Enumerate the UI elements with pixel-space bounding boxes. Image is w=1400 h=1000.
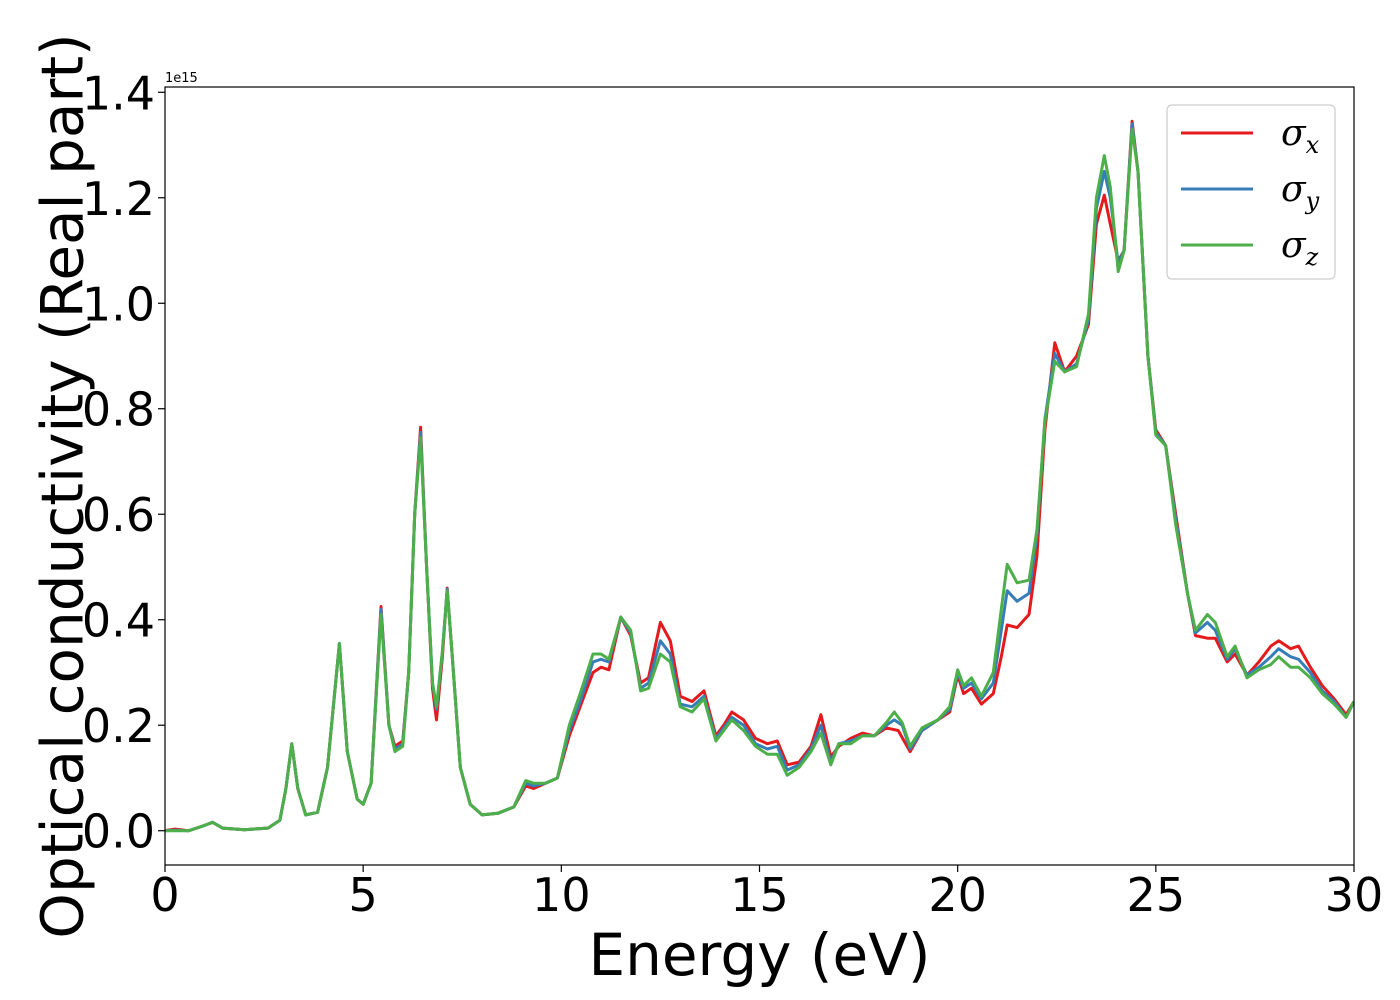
x-tick-label: 30 (1325, 868, 1384, 922)
y-tick-label: 0.2 (82, 699, 155, 753)
y-tick-label: 0.6 (82, 488, 155, 542)
legend-label-x: σx (1281, 113, 1320, 159)
y-tick-label: 0.8 (82, 383, 155, 437)
x-tick-label: 15 (730, 868, 789, 922)
x-tick-label: 10 (532, 868, 591, 922)
y-tick-label: 1.0 (82, 277, 155, 331)
y-tick-label: 0.4 (82, 594, 155, 648)
series-line-z (165, 127, 1354, 833)
y-offset-label: 1e15 (165, 71, 198, 86)
x-axis: 0 5 10 15 20 25 30 (150, 865, 1383, 922)
legend-box (1166, 104, 1336, 280)
series-layer (165, 119, 1354, 833)
legend-label-z: σz (1281, 225, 1319, 271)
legend: σx σy σz (1166, 104, 1336, 280)
legend-label-y: σy (1281, 169, 1320, 215)
y-axis: 0.0 0.2 0.4 0.6 0.8 1.0 1.2 1.4 (82, 66, 165, 859)
y-tick-label: 0.0 (82, 805, 155, 859)
y-tick-label: 1.4 (82, 66, 155, 120)
x-tick-label: 5 (349, 868, 378, 922)
y-tick-label: 1.2 (82, 172, 155, 226)
x-tick-label: 20 (928, 868, 987, 922)
x-tick-label: 0 (150, 868, 179, 922)
y-axis-title: Optical conductivity (Real part) (28, 33, 96, 938)
x-axis-title: Energy (eV) (588, 921, 930, 989)
x-tick-label: 25 (1127, 868, 1186, 922)
